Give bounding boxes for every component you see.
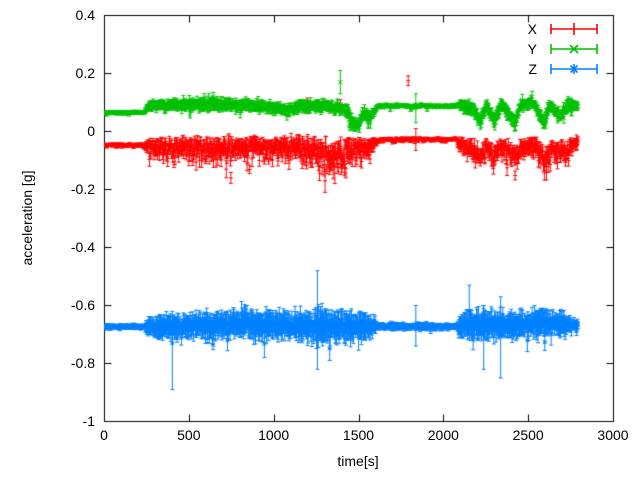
y-tick-label: -0.6: [70, 297, 95, 313]
legend: X Y Z: [505, 19, 599, 79]
x-tick-label: 2500: [512, 427, 544, 443]
legend-label-x: X: [527, 21, 537, 37]
legend-item-x: X: [505, 19, 599, 39]
y-tick-label: -0.4: [70, 239, 95, 255]
y-tick-label: -1: [82, 413, 95, 429]
asterisk-marker-sample-icon: [550, 64, 598, 74]
x-tick-label: 0: [100, 427, 108, 443]
y-tick-label: 0.4: [75, 7, 95, 23]
x-tick-label: 2000: [427, 427, 459, 443]
legend-item-z: Z: [505, 59, 599, 79]
legend-label-y: Y: [527, 41, 537, 57]
x-axis-title: time[s]: [337, 453, 379, 469]
y-tick-label: 0: [87, 123, 95, 139]
errorbar-sample-icon: [550, 23, 598, 35]
x-tick-label: 1000: [258, 427, 290, 443]
y-tick-label: 0.2: [75, 65, 95, 81]
legend-item-y: Y: [505, 39, 599, 59]
y-tick-label: -0.2: [70, 181, 95, 197]
cross-marker-sample-icon: [550, 44, 598, 54]
y-tick-label: -0.8: [70, 355, 95, 371]
x-tick-label: 1500: [342, 427, 375, 443]
x-tick-label: 500: [177, 427, 201, 443]
legend-label-z: Z: [528, 61, 537, 77]
x-tick-label: 3000: [597, 427, 629, 443]
